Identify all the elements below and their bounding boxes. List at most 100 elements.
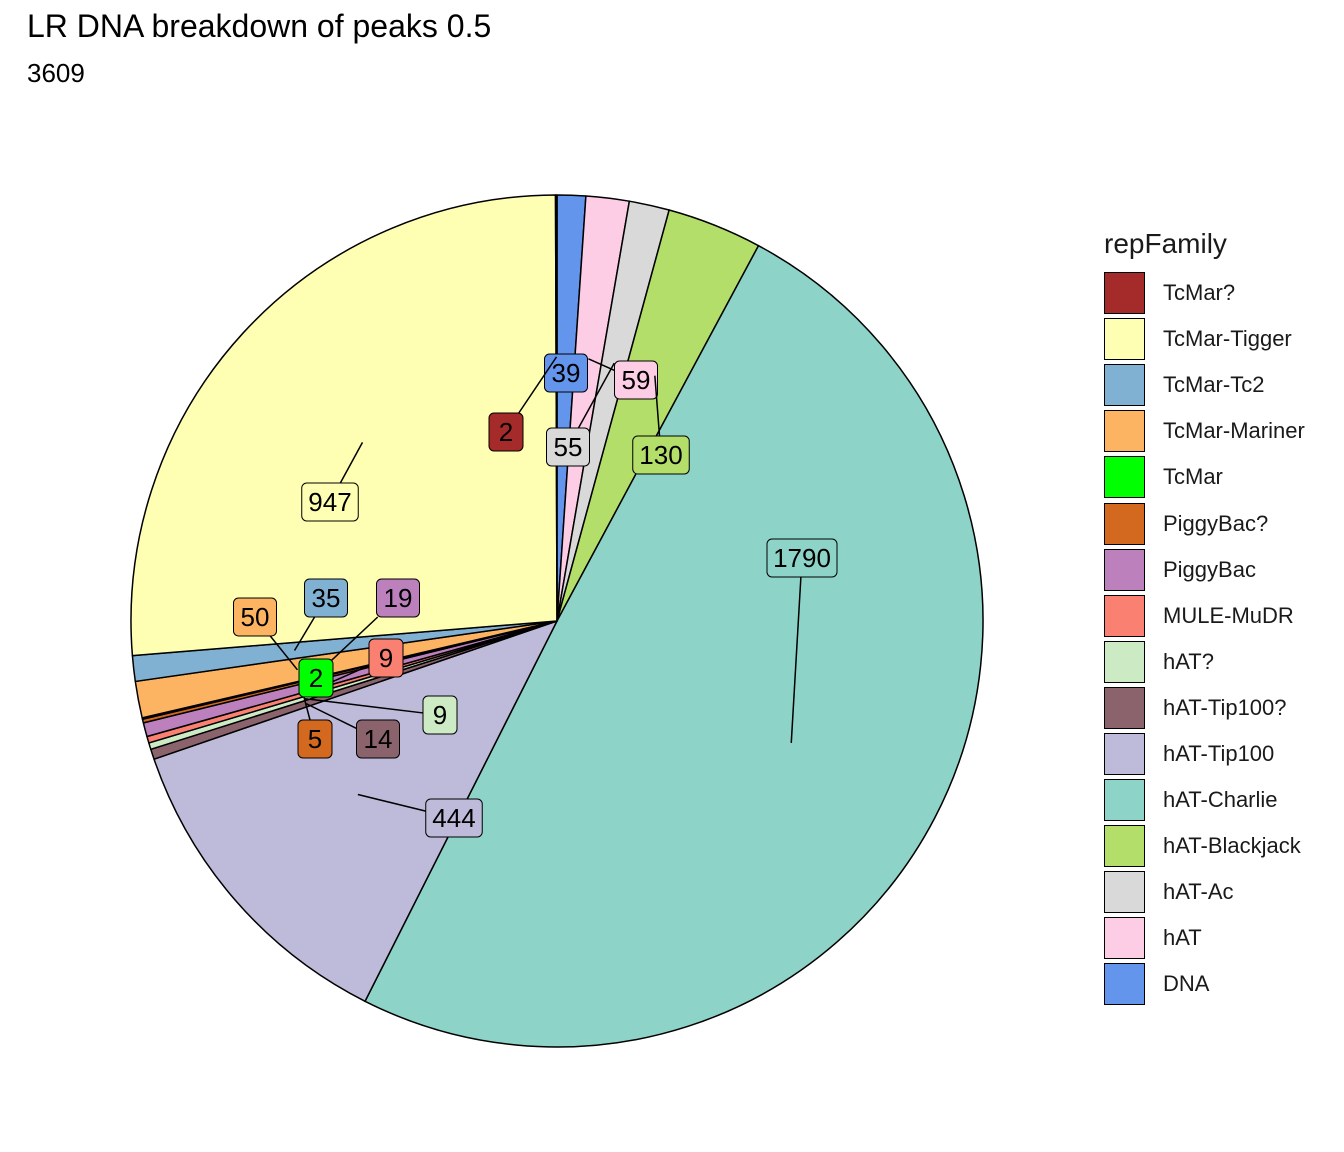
legend-label: hAT-Ac	[1163, 879, 1234, 905]
legend-label: hAT?	[1163, 648, 1214, 674]
data-label: 35	[312, 583, 341, 613]
data-label-box	[488, 412, 524, 452]
legend-item: TcMar-Mariner	[1104, 408, 1305, 454]
data-label: 55	[554, 432, 583, 462]
data-label-box	[301, 482, 359, 522]
data-label: 59	[622, 365, 651, 395]
legend-swatch	[1104, 548, 1145, 591]
legend-label: hAT-Charlie	[1163, 787, 1278, 813]
legend-swatch	[1104, 732, 1145, 775]
legend-swatch	[1104, 364, 1145, 407]
data-label-box	[614, 360, 658, 400]
legend-item: hAT	[1104, 915, 1305, 961]
data-label: 947	[308, 487, 351, 517]
legend-item: PiggyBac	[1104, 547, 1305, 593]
data-label: 50	[241, 602, 270, 632]
chart-title: LR DNA breakdown of peaks 0.5	[27, 8, 492, 44]
legend-item: hAT-Tip100?	[1104, 685, 1305, 731]
legend-label: TcMar	[1163, 464, 1223, 490]
legend-swatch	[1104, 594, 1145, 637]
label-leader-line	[269, 635, 299, 671]
legend-items: TcMar? TcMar-Tigger TcMar-Tc2 TcMar-Mariner…	[1104, 270, 1305, 1008]
legend-label: MULE-MuDR	[1163, 602, 1294, 628]
data-label-box	[368, 638, 404, 678]
pie-labels: 39 59 55 130 1790 444 14 9 9 19 5 2 50 35 947 2	[233, 353, 838, 838]
legend-item: DNA	[1104, 961, 1305, 1007]
pie-slice-hat-charlie	[364, 244, 984, 1048]
legend-swatch	[1104, 779, 1145, 822]
legend-label: TcMar?	[1163, 280, 1236, 306]
label-leader-line	[577, 362, 615, 429]
legend-label: hAT-Blackjack	[1163, 833, 1301, 859]
legend-label: hAT-Tip100	[1163, 740, 1275, 766]
label-leader-line	[304, 697, 424, 714]
data-label-box	[298, 658, 334, 698]
legend-label: TcMar-Mariner	[1163, 418, 1305, 444]
legend-item: MULE-MuDR	[1104, 593, 1305, 639]
data-label-box	[544, 353, 588, 393]
data-label-box	[766, 538, 838, 578]
legend-swatch	[1104, 917, 1145, 960]
data-label: 9	[379, 643, 393, 673]
pie-slice-tcmar	[554, 194, 558, 622]
label-leader-line	[357, 793, 426, 812]
legend-label: PiggyBac?	[1163, 510, 1269, 536]
legend-swatch	[1104, 410, 1145, 453]
legend-swatch	[1104, 871, 1145, 914]
legend-label: hAT-Tip100?	[1163, 694, 1287, 720]
legend-label: TcMar-Tc2	[1163, 372, 1265, 398]
chart-subtitle: 3609	[27, 58, 85, 88]
legend-item: TcMar	[1104, 454, 1305, 500]
legend-swatch	[1104, 502, 1145, 545]
legend-item: TcMar-Tc2	[1104, 362, 1305, 408]
data-label: 1790	[773, 543, 831, 573]
data-label: 19	[384, 583, 413, 613]
data-label-box	[376, 578, 420, 618]
data-label: 9	[433, 700, 447, 730]
data-label: 14	[364, 724, 393, 754]
data-label-box	[546, 427, 590, 467]
legend-swatch	[1104, 825, 1145, 868]
data-label: 444	[432, 803, 475, 833]
pie-slice-tcmar-tigger	[130, 194, 558, 657]
legend-item: hAT-Tip100	[1104, 731, 1305, 777]
legend-item: TcMar?	[1104, 270, 1305, 316]
legend-label: hAT	[1163, 925, 1202, 951]
legend-label: PiggyBac	[1163, 556, 1256, 582]
legend-swatch	[1104, 640, 1145, 683]
data-label-box	[422, 695, 458, 735]
legend-item: PiggyBac?	[1104, 500, 1305, 546]
legend-swatch	[1104, 686, 1145, 729]
data-label: 2	[309, 663, 323, 693]
legend-swatch	[1104, 963, 1145, 1006]
legend-swatch	[1104, 318, 1145, 361]
legend-swatch	[1104, 456, 1145, 499]
data-label-box	[425, 798, 483, 838]
label-leader-line	[790, 576, 802, 744]
legend-swatch	[1104, 272, 1145, 315]
legend-item: hAT-Ac	[1104, 869, 1305, 915]
data-label-box	[233, 597, 277, 637]
data-label: 5	[308, 724, 322, 754]
data-label-box	[297, 719, 333, 759]
data-label-box	[632, 435, 690, 475]
label-leader-line	[305, 702, 357, 730]
legend-label: TcMar-Tigger	[1163, 326, 1292, 352]
legend-label: DNA	[1163, 971, 1210, 997]
label-leader-line	[588, 358, 615, 372]
legend-item: TcMar-Tigger	[1104, 316, 1305, 362]
legend: repFamily TcMar? TcMar-Tigger TcMar-Tc2 TcM…	[1104, 228, 1305, 1008]
data-label: 130	[639, 440, 682, 470]
data-label-box	[356, 719, 400, 759]
label-leader-line	[518, 356, 558, 414]
label-leader-line	[654, 375, 661, 437]
legend-item: hAT?	[1104, 639, 1305, 685]
label-leader-line	[339, 441, 364, 484]
legend-item: hAT-Charlie	[1104, 777, 1305, 823]
data-label: 39	[552, 358, 581, 388]
data-label: 2	[499, 417, 513, 447]
label-leader-line	[293, 616, 316, 651]
legend-title: repFamily	[1104, 228, 1227, 259]
legend-item: hAT-Blackjack	[1104, 823, 1305, 869]
